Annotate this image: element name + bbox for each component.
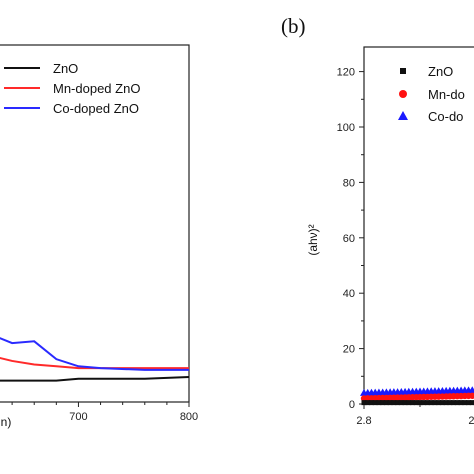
- x-axis-label-a: n): [1, 415, 12, 429]
- point-b-0: [447, 400, 453, 406]
- series-line-a-2: [0, 337, 189, 371]
- point-b-0: [402, 400, 408, 406]
- x-tick-label-a: 800: [180, 411, 198, 423]
- point-b-0: [432, 400, 438, 406]
- y-tick-label-b: 60: [343, 233, 355, 245]
- x-tick-label-b: 2.9: [468, 415, 474, 427]
- point-b-0: [466, 400, 472, 406]
- plot-frame-a: [0, 44, 190, 403]
- legend-label-a-2: Co-doped ZnO: [53, 101, 139, 116]
- x-tick-label-b: 2.8: [356, 415, 371, 427]
- point-b-0: [417, 400, 423, 406]
- point-b-0: [387, 400, 393, 406]
- point-b-0: [458, 400, 464, 406]
- y-tick-label-b: 80: [343, 177, 355, 189]
- x-tick-label-a: 700: [69, 411, 87, 423]
- legend-label-a-0: ZnO: [53, 61, 78, 76]
- point-b-0: [395, 400, 401, 406]
- point-b-0: [376, 400, 382, 406]
- point-b-0: [365, 400, 371, 406]
- point-b-0: [410, 400, 416, 406]
- point-b-0: [383, 400, 389, 406]
- y-axis-label-b: (ahν)²: [306, 224, 320, 255]
- point-b-0: [454, 400, 460, 406]
- y-tick-label-b: 20: [343, 344, 355, 356]
- y-tick-label-b: 100: [337, 122, 355, 134]
- y-tick-label-b: 0: [349, 399, 355, 411]
- point-b-0: [451, 400, 457, 406]
- legend-label-b-0: ZnO: [428, 64, 453, 79]
- point-b-0: [380, 400, 386, 406]
- point-b-0: [424, 400, 430, 406]
- point-b-0: [462, 400, 468, 406]
- series-line-a-1: [0, 356, 189, 370]
- point-b-2: [468, 386, 474, 394]
- legend-label-a-1: Mn-doped ZnO: [53, 81, 140, 96]
- legend-marker-b-2: [398, 111, 408, 120]
- point-b-1: [469, 392, 474, 399]
- panel-label-b: (b): [281, 14, 306, 38]
- y-tick-label-b: 40: [343, 288, 355, 300]
- legend-marker-b-0: [400, 68, 406, 74]
- point-b-0: [428, 400, 434, 406]
- point-b-0: [398, 400, 404, 406]
- point-b-0: [469, 400, 474, 406]
- legend-label-b-1: Mn-do: [428, 87, 465, 102]
- point-b-0: [372, 400, 378, 406]
- y-tick-label-b: 120: [337, 67, 355, 79]
- legend-marker-b-1: [399, 90, 407, 98]
- panel-a: 700 800 ZnO Mn-doped ZnO Co-doped ZnO n): [0, 44, 198, 429]
- point-b-0: [413, 400, 419, 406]
- point-b-0: [406, 400, 412, 406]
- point-b-0: [436, 400, 442, 406]
- point-b-0: [439, 400, 445, 406]
- point-b-0: [391, 400, 397, 406]
- series-line-a-0: [0, 376, 190, 382]
- point-b-0: [443, 400, 449, 406]
- point-b-0: [421, 400, 427, 406]
- point-b-0: [361, 400, 367, 406]
- point-b-0: [368, 400, 374, 406]
- legend-label-b-2: Co-do: [428, 109, 463, 124]
